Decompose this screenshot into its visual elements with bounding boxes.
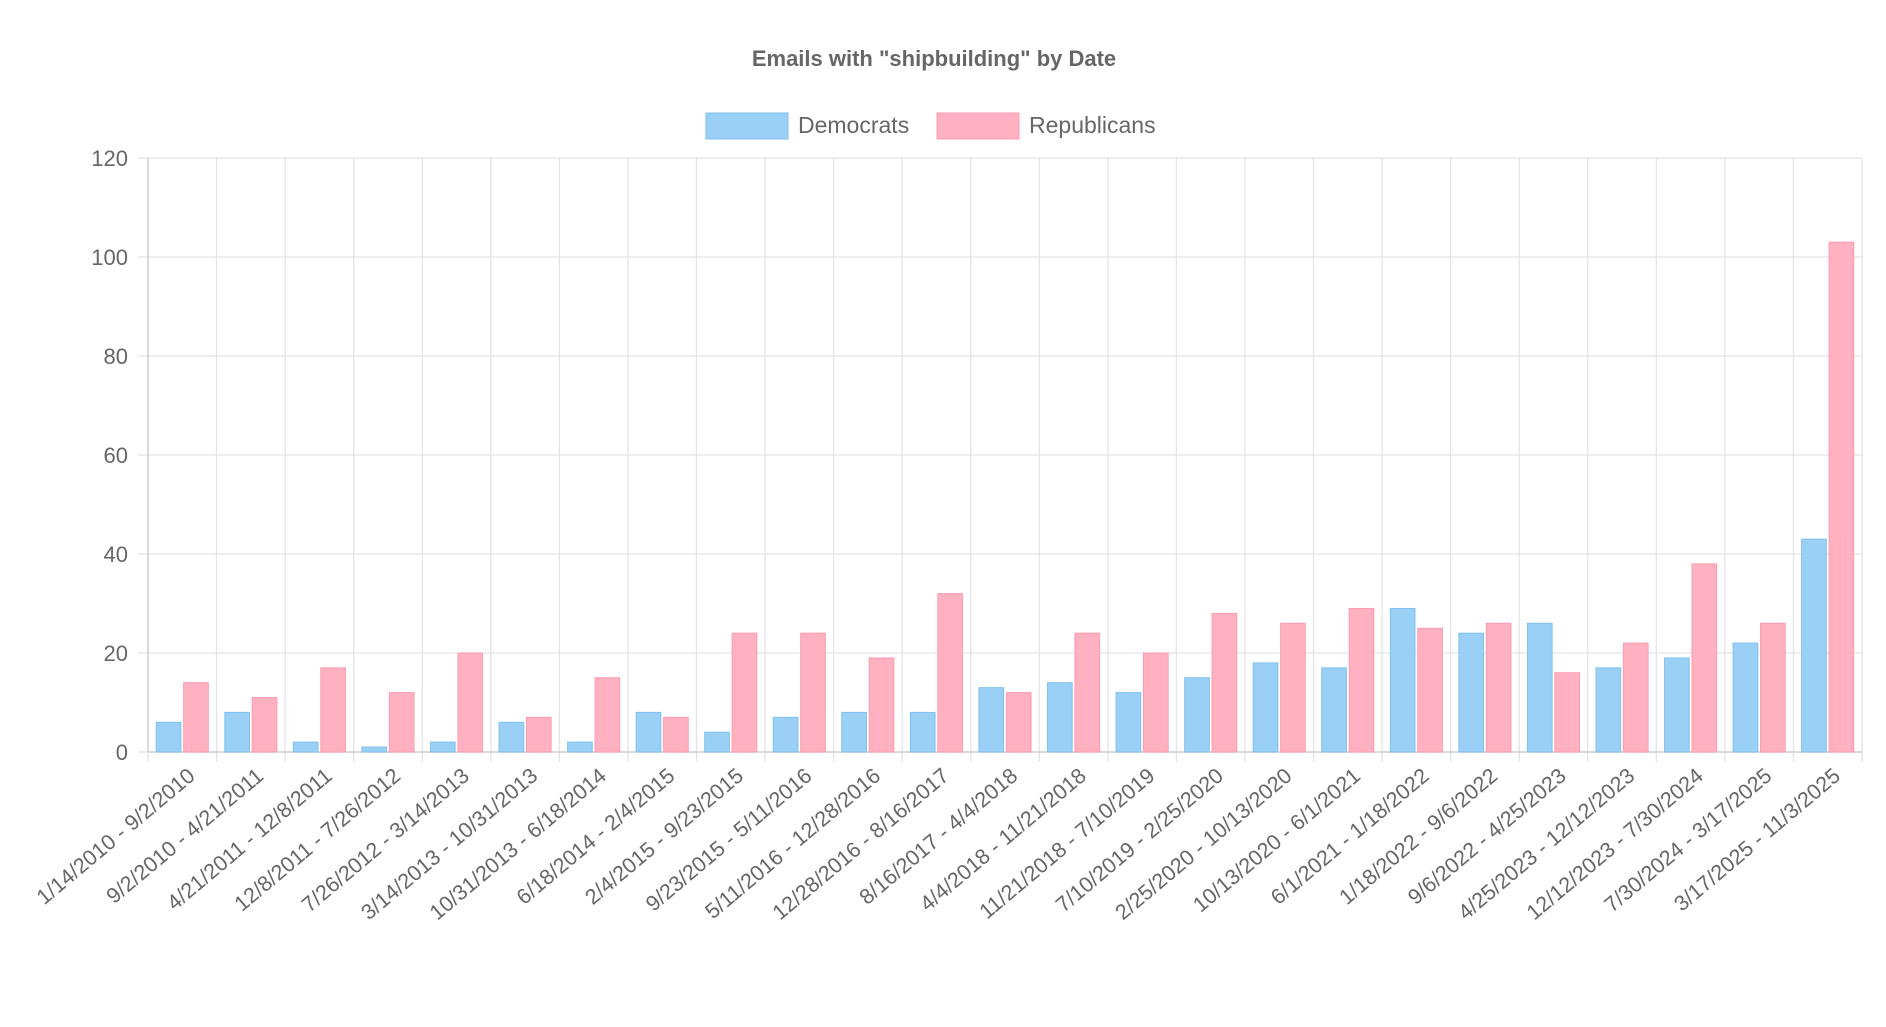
bar-republicans xyxy=(1828,241,1855,753)
bar-republicans xyxy=(1142,652,1169,753)
bar-republicans xyxy=(1005,692,1032,753)
bar-republicans xyxy=(1211,612,1238,753)
bar-democrats xyxy=(841,711,868,753)
bar-republicans xyxy=(937,593,963,753)
chart-title: Emails with "shipbuilding" by Date xyxy=(752,46,1116,71)
bar-democrats xyxy=(429,741,456,753)
legend-item-democrats[interactable]: Democrats xyxy=(705,112,909,140)
bar-democrats xyxy=(772,716,799,753)
bar-democrats xyxy=(1321,667,1347,753)
legend-label: Democrats xyxy=(798,112,909,138)
bar-republicans xyxy=(388,692,415,753)
bar-republicans xyxy=(320,667,346,753)
grid xyxy=(138,157,1863,762)
y-tick-label: 120 xyxy=(91,146,128,171)
legend-item-republicans[interactable]: Republicans xyxy=(936,112,1156,140)
bar-democrats xyxy=(1389,607,1416,753)
y-tick-label: 0 xyxy=(116,740,128,765)
bar-republicans xyxy=(868,657,895,753)
bar-republicans xyxy=(1760,622,1786,753)
bar-republicans xyxy=(1280,622,1306,753)
bar-republicans xyxy=(1554,672,1581,753)
bar-democrats xyxy=(361,746,388,753)
bar-democrats xyxy=(1115,692,1142,753)
y-tick-label: 60 xyxy=(104,443,128,468)
bar-democrats xyxy=(1047,682,1073,753)
legend-label: Republicans xyxy=(1029,112,1156,138)
bar-republicans xyxy=(183,682,209,753)
bar-republicans xyxy=(525,716,552,753)
bar-democrats xyxy=(978,687,1005,753)
bar-democrats xyxy=(1252,662,1279,753)
bar-republicans xyxy=(251,697,278,753)
y-tick-label: 20 xyxy=(104,641,128,666)
bar-democrats xyxy=(292,741,319,753)
bar-democrats xyxy=(635,711,662,753)
bar-democrats xyxy=(909,711,936,753)
bar-democrats xyxy=(224,711,250,753)
bar-republicans xyxy=(800,632,826,753)
bar-republicans xyxy=(663,716,689,753)
y-axis-ticks: 0 20 40 60 80 100 120 xyxy=(91,146,128,765)
bar-democrats xyxy=(498,721,525,753)
bar-democrats xyxy=(155,721,182,753)
y-tick-label: 100 xyxy=(91,245,128,270)
bars xyxy=(155,241,1855,753)
legend-swatch xyxy=(705,112,789,140)
bar-democrats xyxy=(567,741,593,753)
bar-republicans xyxy=(457,652,484,753)
legend: Democrats Republicans xyxy=(705,112,1156,140)
bar-republicans xyxy=(1074,632,1101,753)
bar-republicans xyxy=(1348,607,1375,753)
bar-democrats xyxy=(1801,538,1827,753)
bar-republicans xyxy=(1417,627,1443,753)
bar-republicans xyxy=(594,677,621,753)
bar-republicans xyxy=(731,632,758,753)
bar-democrats xyxy=(1732,642,1759,753)
bar-democrats xyxy=(1184,677,1210,753)
bar-republicans xyxy=(1691,563,1718,753)
y-tick-label: 80 xyxy=(104,344,128,369)
bar-democrats xyxy=(1526,622,1553,753)
bar-republicans xyxy=(1622,642,1649,753)
bar-democrats xyxy=(1664,657,1690,753)
bar-democrats xyxy=(1458,632,1485,753)
bar-republicans xyxy=(1485,622,1512,753)
y-tick-label: 40 xyxy=(104,542,128,567)
legend-swatch xyxy=(936,112,1020,140)
bar-democrats xyxy=(1595,667,1622,753)
bar-democrats xyxy=(704,731,730,753)
